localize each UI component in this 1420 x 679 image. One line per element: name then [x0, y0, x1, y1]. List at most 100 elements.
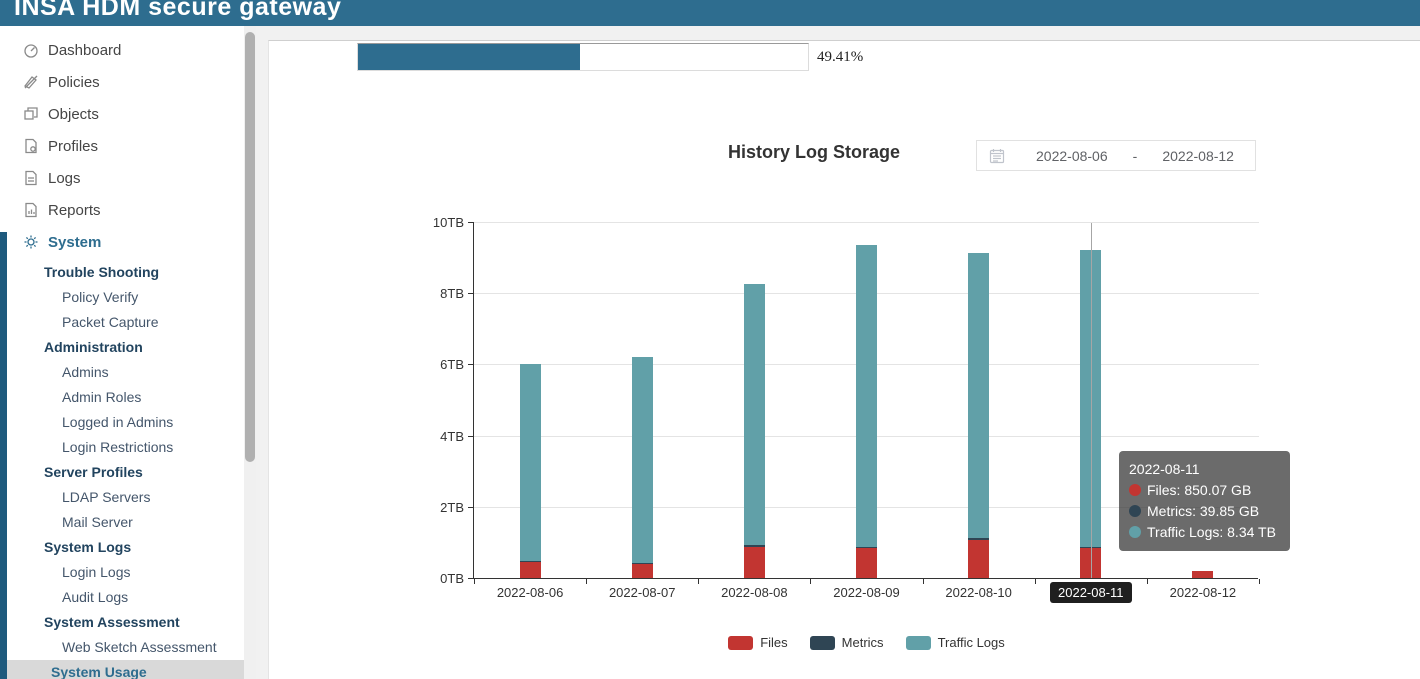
x-axis-tick — [474, 579, 475, 584]
sidebar-item-logged-in-admins[interactable]: Logged in Admins — [62, 414, 174, 430]
legend-item-files[interactable]: Files — [728, 635, 788, 650]
bar-2022-08-06[interactable] — [519, 364, 541, 578]
x-axis-tick — [810, 579, 812, 584]
x-axis-label-2022-08-06[interactable]: 2022-08-06 — [474, 585, 586, 600]
x-axis-label-text: 2022-08-10 — [945, 585, 1012, 600]
chart-legend: Files Metrics Traffic Logs — [474, 635, 1259, 650]
main-content-panel: 49.41% History Log Storage 2022-08-06 - … — [268, 40, 1420, 679]
bar-segment-traffic-logs — [743, 284, 765, 546]
sidebar-scrollbar-track[interactable] — [244, 26, 256, 679]
sidebar-group-trouble-shooting[interactable]: Trouble Shooting — [44, 264, 160, 280]
x-axis-label-2022-08-10[interactable]: 2022-08-10 — [923, 585, 1035, 600]
date-range-picker[interactable]: 2022-08-06 - 2022-08-12 — [976, 140, 1256, 171]
y-axis-tick — [468, 364, 474, 366]
policies-icon — [24, 75, 38, 89]
bar-2022-08-12[interactable] — [1192, 571, 1214, 578]
sidebar-item-web-sketch-assessment[interactable]: Web Sketch Assessment — [62, 639, 217, 655]
sidebar-group-administration[interactable]: Administration — [44, 339, 143, 355]
app-title: INSA HDM secure gateway — [14, 0, 342, 21]
sidebar-item-dashboard[interactable]: Dashboard — [0, 34, 244, 66]
sidebar-item-system[interactable]: System — [0, 226, 244, 258]
bar-segment-metrics — [743, 545, 765, 547]
sidebar-item-packet-capture[interactable]: Packet Capture — [62, 314, 159, 330]
sidebar-scrollbar-thumb[interactable] — [245, 32, 255, 462]
objects-icon — [24, 107, 38, 120]
sidebar-item-label: System — [48, 233, 102, 251]
sidebar-item-label: Policies — [48, 73, 100, 91]
x-axis-tick — [1146, 579, 1148, 584]
sidebar-item-login-restrictions[interactable]: Login Restrictions — [62, 439, 174, 455]
legend-item-metrics[interactable]: Metrics — [809, 635, 884, 650]
date-range-end[interactable]: 2022-08-12 — [1162, 147, 1234, 164]
bar-segment-files — [743, 546, 765, 578]
x-axis-label-2022-08-11[interactable]: 2022-08-11 — [1035, 582, 1147, 603]
sidebar-item-admins[interactable]: Admins — [62, 364, 109, 380]
bar-segment-files — [968, 539, 990, 578]
y-axis-tick — [468, 293, 474, 295]
sidebar-item-label: Objects — [48, 105, 99, 123]
sidebar-item-policy-verify[interactable]: Policy Verify — [62, 289, 139, 305]
sidebar-item-objects[interactable]: Objects — [0, 98, 244, 130]
bar-2022-08-08[interactable] — [743, 284, 765, 578]
dashboard-icon — [24, 44, 38, 58]
sidebar-item-audit-logs[interactable]: Audit Logs — [62, 589, 129, 605]
x-axis-label-text: 2022-08-06 — [496, 585, 564, 600]
bar-2022-08-10[interactable] — [968, 253, 990, 578]
sidebar-item-mail-server[interactable]: Mail Server — [62, 514, 133, 530]
y-axis-label: 4TB — [440, 428, 464, 444]
history-log-storage-chart: 0TB 2TB 4TB 6TB 8TB 10TB 2022-08-06 2022-08-07… — [433, 215, 1290, 650]
x-axis-tick — [922, 579, 924, 584]
sidebar-item-profiles[interactable]: Profiles — [0, 130, 244, 162]
app-header: INSA HDM secure gateway — [0, 0, 1420, 26]
y-axis-label: 0TB — [440, 571, 464, 586]
y-axis-label: 6TB — [440, 357, 464, 373]
x-axis-label-2022-08-12[interactable]: 2022-08-12 — [1147, 585, 1259, 600]
sidebar-item-label: Logs — [48, 169, 81, 187]
sidebar-item-label: Dashboard — [48, 41, 122, 59]
sidebar-item-admin-roles[interactable]: Admin Roles — [62, 389, 142, 405]
progress-fill — [358, 44, 581, 70]
x-axis-label-2022-08-08[interactable]: 2022-08-08 — [698, 585, 810, 600]
system-icon — [24, 235, 38, 249]
bar-segment-metrics — [519, 560, 541, 562]
tooltip-row: Traffic Logs: 8.34 TB — [1129, 522, 1276, 543]
bar-segment-traffic-logs — [856, 244, 877, 547]
sidebar-item-label: Profiles — [48, 137, 99, 155]
chart-title: History Log Storage — [727, 142, 901, 162]
x-axis-label-2022-08-07[interactable]: 2022-08-07 — [586, 585, 698, 600]
sidebar-item-login-logs[interactable]: Login Logs — [62, 564, 131, 580]
bar-segment-files — [631, 564, 653, 578]
x-axis-label-2022-08-09[interactable]: 2022-08-09 — [810, 585, 922, 600]
x-axis-tick — [1034, 579, 1036, 584]
bar-2022-08-07[interactable] — [631, 356, 653, 578]
bar-segment-metrics — [968, 538, 990, 540]
bar-2022-08-09[interactable] — [856, 244, 877, 578]
y-axis-tick — [468, 506, 474, 508]
sidebar-group-system-assessment[interactable]: System Assessment — [44, 614, 180, 630]
x-axis-tick — [586, 579, 588, 584]
x-axis-tick — [698, 579, 700, 584]
legend-item-traffic-logs[interactable]: Traffic Logs — [905, 635, 1005, 650]
legend-label: Traffic Logs — [937, 635, 1005, 650]
x-axis-label-text: 2022-08-09 — [833, 585, 900, 600]
hover-crosshair-line — [1090, 223, 1092, 578]
sidebar-nav-groups: Trouble Shooting Policy Verify Packet Capt… — [0, 260, 244, 679]
sidebar-item-ldap-servers[interactable]: LDAP Servers — [62, 489, 151, 505]
logs-icon — [25, 170, 37, 186]
x-axis-label-text: 2022-08-07 — [608, 585, 676, 600]
sidebar-group-server-profiles[interactable]: Server Profiles — [44, 464, 143, 480]
sidebar-group-system-logs[interactable]: System Logs — [44, 539, 132, 555]
bar-segment-metrics — [631, 563, 653, 565]
gridline — [474, 222, 1259, 223]
sidebar-group-system-usage[interactable]: System Usage — [7, 660, 244, 679]
sidebar-item-reports[interactable]: Reports — [0, 194, 244, 226]
sidebar-item-logs[interactable]: Logs — [0, 162, 244, 194]
profiles-icon — [25, 138, 37, 154]
y-axis-tick — [468, 435, 474, 437]
x-axis-label-text: 2022-08-08 — [721, 585, 788, 600]
y-axis-label: 8TB — [440, 286, 464, 302]
sidebar-item-policies[interactable]: Policies — [0, 66, 244, 98]
date-range-start[interactable]: 2022-08-06 — [1036, 147, 1108, 164]
tooltip-series-dot — [1129, 484, 1141, 496]
calendar-icon — [989, 148, 1005, 164]
